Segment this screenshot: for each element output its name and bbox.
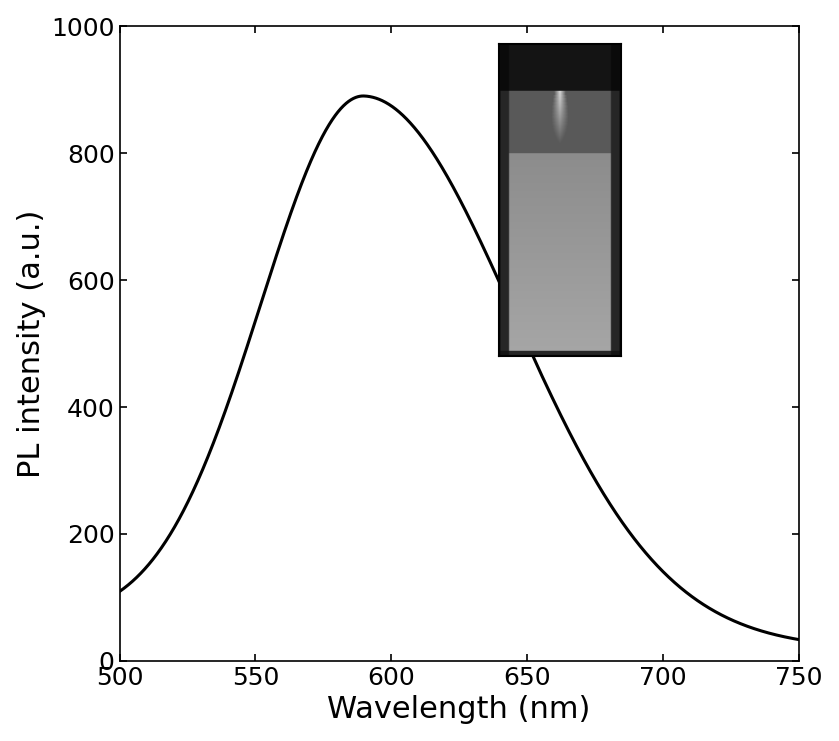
Y-axis label: PL intensity (a.u.): PL intensity (a.u.) [17, 210, 45, 478]
X-axis label: Wavelength (nm): Wavelength (nm) [327, 695, 591, 725]
